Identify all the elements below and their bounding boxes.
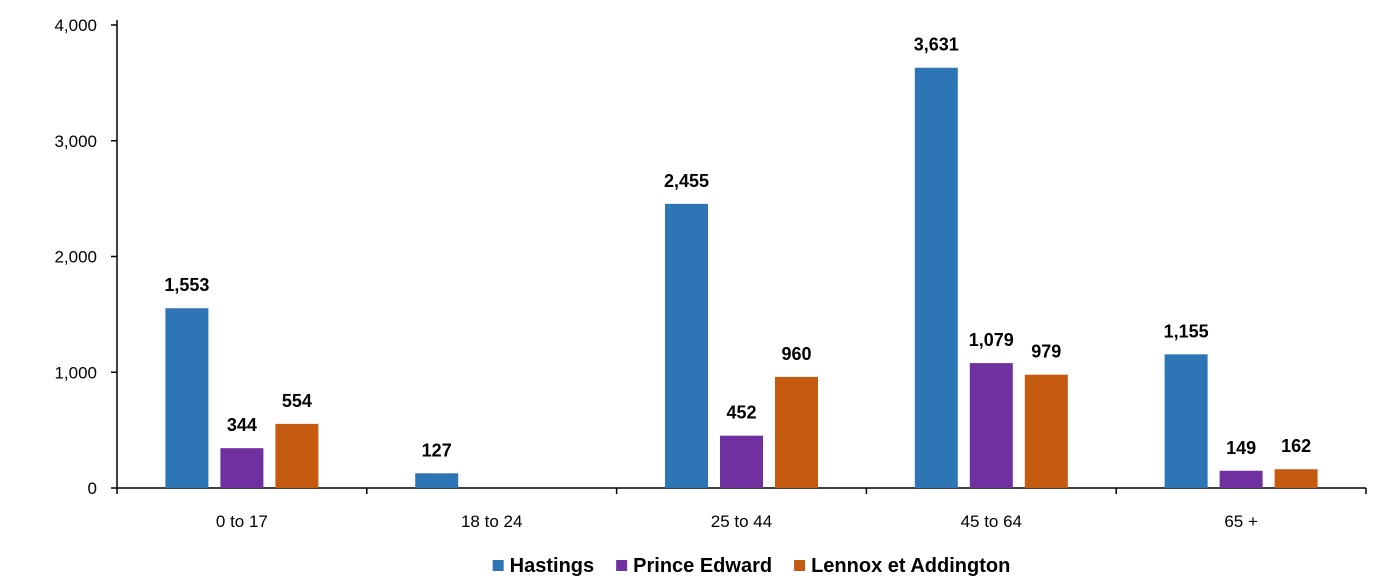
bar-lennox-et-addington-65 — [1274, 469, 1318, 488]
y-tick-label: 4,000 — [54, 16, 97, 35]
data-label-lennox-et-addington-0-to-17: 554 — [282, 391, 312, 411]
legend-item-hastings: Hastings — [492, 555, 594, 577]
x-tick-label-18-to-24: 18 to 24 — [461, 512, 522, 531]
bar-hastings-18-to-24 — [415, 473, 459, 488]
data-label-lennox-et-addington-25-to-44: 960 — [781, 344, 811, 364]
bar-hastings-25-to-44 — [665, 203, 708, 489]
y-tick-label: 0 — [88, 479, 97, 498]
data-label-hastings-0-to-17: 1,553 — [164, 275, 209, 295]
bar-lennox-et-addington-0-to-17 — [275, 423, 319, 488]
legend-label-lennox-et-addington: Lennox et Addington — [811, 555, 1010, 577]
data-label-hastings-25-to-44: 2,455 — [664, 171, 709, 191]
data-labels: 1,553 344 554 127 2,455 452 960 3,631 1,079 979 1,… — [164, 35, 1311, 461]
legend-label-hastings: Hastings — [510, 555, 594, 577]
bar-lennox-et-addington-25-to-44 — [775, 376, 818, 488]
legend-swatch-prince-edward — [616, 560, 628, 571]
data-label-lennox-et-addington-45-to-64: 979 — [1031, 342, 1061, 362]
bar-hastings-65 — [1164, 354, 1208, 488]
data-label-lennox-et-addington-65: 162 — [1281, 436, 1311, 456]
bars — [165, 67, 1318, 489]
data-label-prince-edward-65: 149 — [1226, 438, 1256, 458]
y-tick-label: 2,000 — [54, 248, 97, 267]
y-tick-label: 3,000 — [54, 132, 97, 151]
bar-prince-edward-45-to-64 — [969, 363, 1013, 488]
data-label-prince-edward-25-to-44: 452 — [726, 403, 756, 423]
legend-swatch-lennox-et-addington — [794, 560, 806, 571]
legend-label-prince-edward: Prince Edward — [633, 555, 772, 577]
bar-hastings-45-to-64 — [914, 67, 958, 489]
legend: Hastings Prince Edward Lennox et Addington — [492, 555, 1010, 577]
y-tick-label: 1,000 — [54, 363, 97, 382]
y-axis: 0 1,000 2,000 3,000 4,000 — [54, 16, 118, 498]
bar-prince-edward-0-to-17 — [220, 448, 264, 488]
legend-item-prince-edward: Prince Edward — [616, 555, 772, 577]
bar-hastings-0-to-17 — [165, 308, 209, 488]
data-label-prince-edward-0-to-17: 344 — [227, 415, 257, 435]
bar-prince-edward-65 — [1219, 470, 1263, 488]
data-label-hastings-18-to-24: 127 — [422, 440, 452, 460]
data-label-prince-edward-45-to-64: 1,079 — [969, 330, 1014, 350]
data-label-hastings-65: 1,155 — [1164, 321, 1209, 341]
bar-prince-edward-25-to-44 — [720, 435, 763, 488]
x-tick-label-65: 65 + — [1224, 512, 1258, 531]
legend-item-lennox-et-addington: Lennox et Addington — [794, 555, 1010, 577]
data-label-hastings-45-to-64: 3,631 — [914, 35, 959, 55]
legend-swatch-hastings — [492, 560, 504, 571]
x-tick-label-0-to-17: 0 to 17 — [216, 512, 268, 531]
x-tick-label-25-to-44: 25 to 44 — [711, 512, 772, 531]
x-tick-label-45-to-64: 45 to 64 — [961, 512, 1022, 531]
x-axis: 0 to 17 18 to 24 25 to 44 45 to 64 65 + — [116, 487, 1367, 531]
bar-lennox-et-addington-45-to-64 — [1024, 374, 1068, 488]
